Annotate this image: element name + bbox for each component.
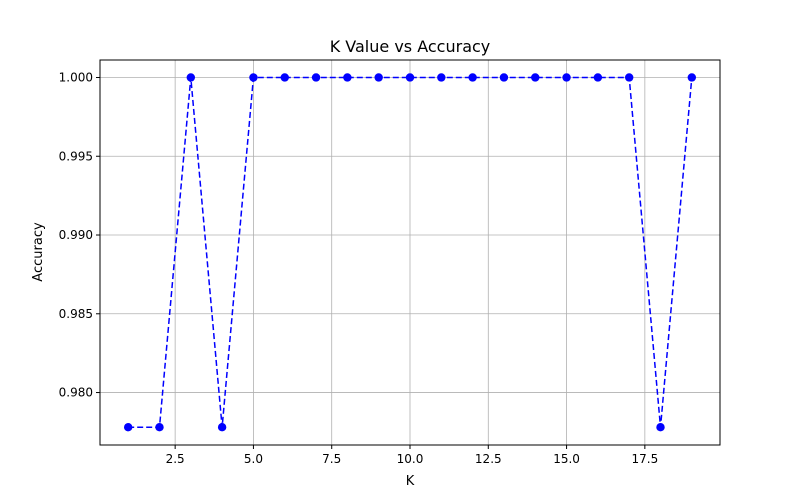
x-tick-label: 5.0 [244,452,263,466]
data-point [374,73,383,82]
data-point [343,73,352,82]
grid [100,60,720,445]
data-point [593,73,603,82]
data-point [656,422,665,432]
y-tick-label: 1.000 [59,70,93,84]
data-point [687,73,697,82]
y-axis-label: Accuracy [31,222,46,282]
data-point [217,422,227,432]
data-point [624,73,634,82]
x-tick-label: 12.5 [475,452,502,466]
data-point [468,73,477,82]
x-axis: 2.5 5.0 7.5 10.0 12.5 15.0 17.5 [166,445,658,466]
x-tick-label: 2.5 [166,452,185,466]
data-point [531,73,540,82]
data-point [499,73,509,82]
data-point [280,73,289,82]
x-axis-label: K [406,474,415,489]
y-tick-label: 0.995 [59,149,93,163]
data-point [405,73,415,82]
y-axis: 0.980 0.985 0.990 0.995 1.000 [59,70,100,400]
x-tick-label: 10.0 [397,452,424,466]
y-tick-label: 0.990 [59,228,93,242]
data-point [186,73,196,82]
accuracy-series-points [123,73,697,432]
x-tick-label: 15.0 [553,452,580,466]
x-tick-label: 17.5 [631,452,658,466]
y-tick-label: 0.985 [59,307,93,321]
chart-title: K Value vs Accuracy [330,37,491,56]
x-tick-label: 7.5 [322,452,341,466]
data-point [437,73,446,82]
data-point [562,73,571,82]
data-point [155,422,164,432]
data-point [311,73,321,82]
data-point [123,422,133,432]
data-point [249,73,258,82]
y-tick-label: 0.980 [59,386,93,400]
